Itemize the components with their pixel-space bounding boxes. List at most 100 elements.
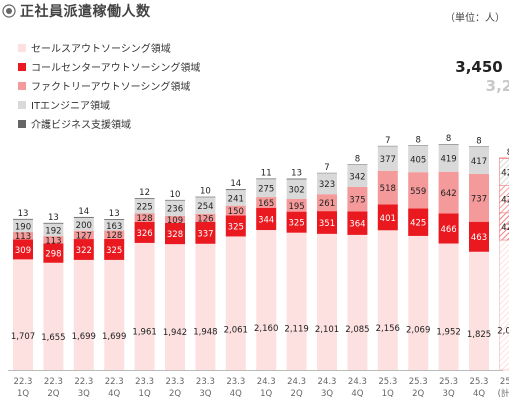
bar-segment	[408, 172, 429, 209]
bar-segment	[286, 198, 307, 212]
bar-segment	[43, 222, 64, 224]
bar-segment	[13, 219, 33, 233]
data-label: 2,156	[376, 324, 400, 334]
x-tick-label: 4Q	[351, 389, 363, 399]
data-label: 8	[415, 135, 420, 145]
x-tick-label: 22.3	[105, 377, 124, 387]
x-tick-label: 2Q	[47, 389, 59, 399]
data-label: 8	[446, 134, 451, 144]
bar-segment	[347, 164, 368, 188]
data-label: 322	[76, 246, 92, 256]
data-label: 1,699	[102, 332, 126, 342]
legend-swatch	[18, 62, 26, 71]
bar-segment	[43, 262, 64, 370]
x-tick-label: 24.3	[257, 377, 276, 387]
bar-segment	[499, 157, 509, 159]
legend-label: 介護ビジネス支援領域	[31, 120, 131, 131]
chart-legend: セールスアウトソーシング領域 コールセンターアウトソーシング領域 ファクトリーア…	[18, 38, 200, 133]
data-label: 302	[288, 186, 304, 196]
data-label: 10	[200, 187, 211, 197]
data-label: 7	[324, 163, 329, 173]
bar-segment	[438, 243, 459, 370]
data-label: 165	[258, 199, 274, 209]
x-tick-label: 2Q	[291, 389, 303, 399]
legend-swatch	[18, 81, 26, 90]
data-label: 559	[410, 187, 426, 197]
bar-segment	[469, 146, 489, 147]
bar-segment	[195, 213, 216, 222]
data-label: 1,655	[41, 333, 65, 343]
unit-label: （単位：人）	[445, 13, 505, 24]
data-label: 13	[48, 213, 59, 223]
data-label: 236	[167, 205, 183, 215]
x-tick-label: 22.3	[74, 377, 93, 387]
bar-segment	[104, 219, 125, 220]
x-tick-label: 4Q	[230, 389, 242, 399]
data-label: 8	[355, 154, 360, 164]
data-label: 419	[440, 155, 456, 165]
x-tick-label: 1Q	[260, 389, 272, 399]
data-label: 417	[471, 157, 487, 167]
bar-segment	[408, 208, 429, 236]
data-label: 163	[106, 222, 122, 232]
data-label: 2,085	[345, 325, 369, 335]
bar-segment	[286, 179, 307, 199]
bar-segment	[408, 235, 429, 370]
bar-segment	[499, 239, 509, 371]
bar-segment	[256, 230, 277, 370]
data-label: 128	[106, 231, 122, 241]
x-tick-label: 23.3	[166, 377, 185, 387]
bar-segment	[104, 238, 125, 260]
x-tick-label: (計画)	[498, 388, 509, 399]
x-tick-label: 25.3	[439, 377, 458, 387]
data-label: 328	[167, 230, 183, 240]
data-label: 466	[440, 225, 456, 235]
bar-segment	[134, 221, 155, 243]
data-label: 190	[15, 222, 31, 232]
bar-segment	[286, 232, 307, 370]
data-label: 7	[385, 136, 390, 146]
bar-segment	[438, 144, 459, 172]
x-tick-label: 1Q	[139, 389, 151, 399]
data-label: 425	[410, 219, 426, 229]
data-label: 364	[349, 220, 365, 230]
bar-segment	[73, 239, 94, 260]
bar-segment	[73, 217, 94, 231]
data-label: 1,699	[72, 332, 96, 342]
x-tick-label: 3Q	[199, 389, 211, 399]
data-label: 344	[258, 215, 274, 225]
bar-segment	[317, 211, 337, 234]
data-label: 420	[501, 223, 509, 233]
data-label: 323	[319, 180, 335, 190]
legend-item-care: 介護ビジネス支援領域	[18, 114, 200, 133]
legend-swatch	[18, 100, 26, 109]
bar-segment	[469, 173, 489, 222]
bar-segment	[134, 242, 155, 370]
data-label: 420	[501, 196, 509, 206]
bar-segment	[104, 259, 125, 370]
data-label: 401	[380, 214, 396, 224]
x-tick-label: 24.3	[287, 377, 306, 387]
data-label: 126	[197, 214, 213, 224]
bar-segment	[377, 230, 398, 370]
x-tick-label: 2Q	[169, 389, 181, 399]
data-label: 12	[139, 188, 150, 198]
bar-segment	[165, 244, 185, 370]
x-tick-label: 24.3	[348, 377, 367, 387]
bar-segment	[134, 198, 155, 199]
bar-segment	[134, 213, 155, 222]
bar-segment	[499, 185, 509, 214]
bar-segment	[377, 146, 398, 171]
legend-label: コールセンターアウトソーシング領域	[31, 63, 201, 74]
bar-segment	[347, 164, 368, 165]
bar-segment	[13, 259, 33, 370]
legend-item-sales: セールスアウトソーシング領域	[18, 38, 200, 57]
bar-segment	[225, 215, 246, 237]
bar-segment	[408, 145, 429, 173]
x-tick-label: 4Q	[108, 389, 120, 399]
bar-segment	[225, 205, 246, 216]
data-label: 1,961	[132, 327, 156, 337]
data-label: 1,952	[436, 328, 460, 338]
bar-segment	[408, 145, 429, 146]
x-tick-label: 25.3	[500, 377, 509, 387]
